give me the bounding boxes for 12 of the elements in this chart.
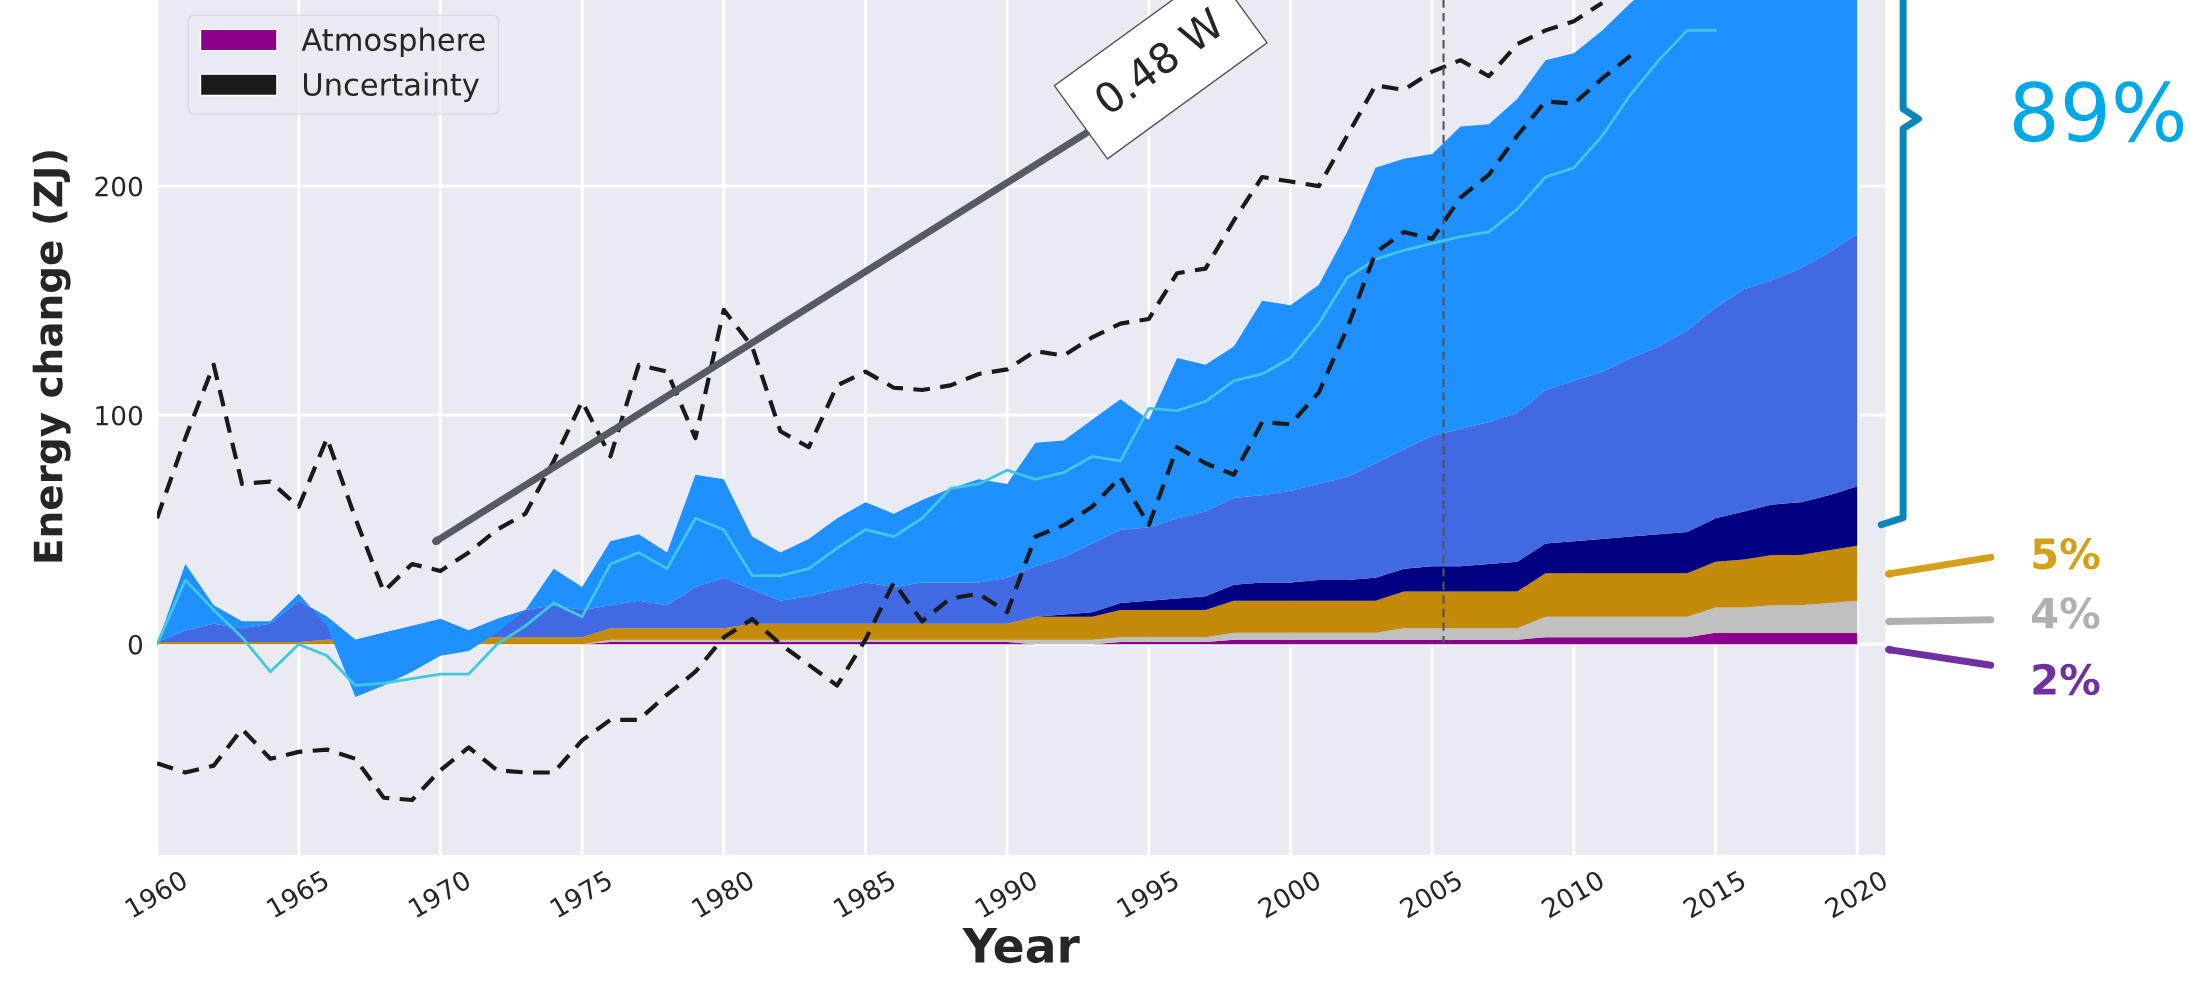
text: 89% [2013, 81, 2184, 143]
x-axis-title: Year [962, 928, 1080, 964]
y-axis-title: Energy change (ZJ) [32, 151, 71, 562]
y-tick-label: 0 [128, 634, 143, 655]
y-tick-label: 100 [96, 405, 143, 426]
text: 5% [2033, 537, 2100, 570]
legend-label: Uncertainty [304, 72, 479, 102]
annotation: 0.48 W [1091, 6, 1227, 116]
legend-label: Atmosphere [301, 27, 485, 58]
text: 4% [2032, 597, 2100, 629]
y-tick-label: 200 [95, 176, 143, 197]
text: 2% [2033, 663, 2100, 696]
